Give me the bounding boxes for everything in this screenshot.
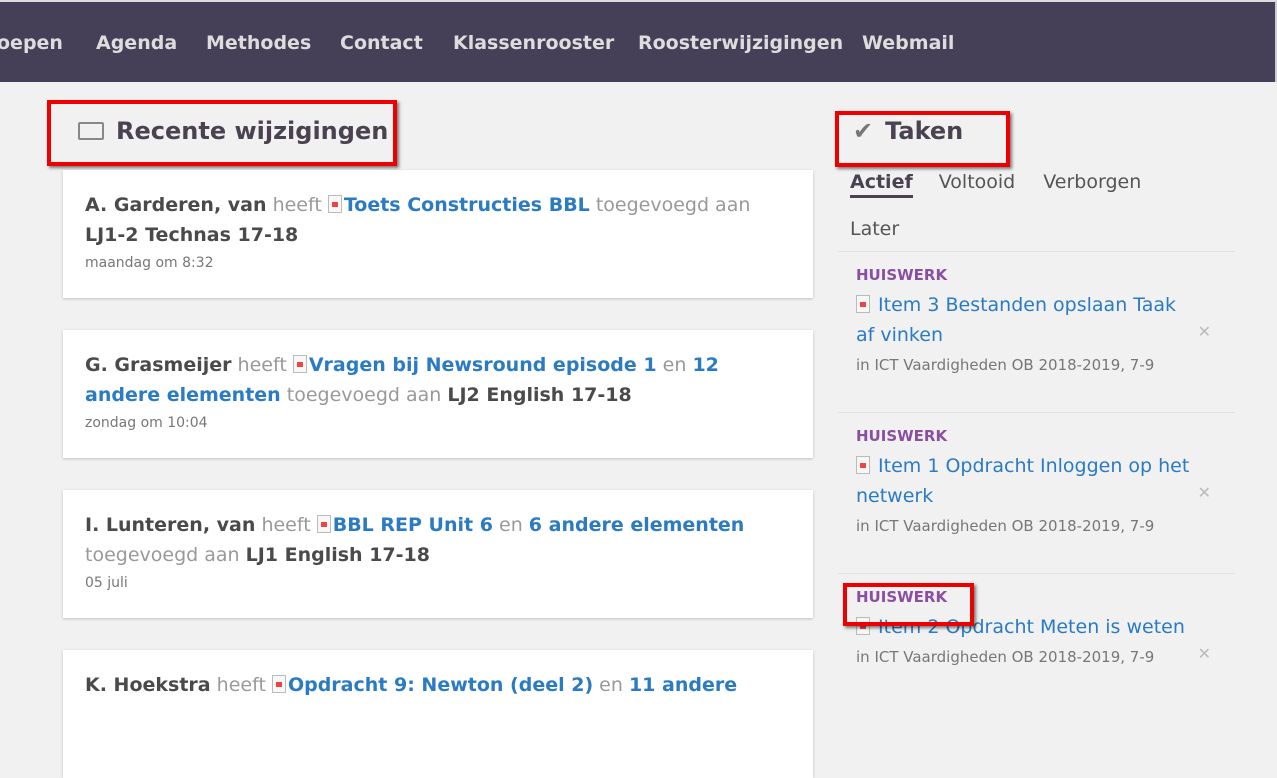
check-icon: ✔ — [853, 117, 874, 145]
rest: toegevoegd aan — [595, 194, 751, 216]
highlight-box — [835, 111, 1010, 167]
change-card: I. Lunteren, van heeft BBL REP Unit 6 en… — [63, 490, 813, 618]
document-icon — [856, 617, 870, 635]
verb: heeft — [237, 354, 287, 376]
task-context: in ICT Vaardigheden OB 2018-2019, 7-9 — [856, 517, 1155, 535]
task-item: HUISWERK Item 3 Bestanden opslaan Taak a… — [838, 251, 1235, 412]
target[interactable]: LJ2 English 17-18 — [447, 384, 632, 406]
tab-later[interactable]: Later — [850, 218, 900, 240]
timestamp: zondag om 10:04 — [85, 415, 208, 431]
tab-voltooid[interactable]: Voltooid — [938, 171, 1016, 193]
item-link[interactable]: Toets Constructies BBL — [343, 194, 590, 216]
change-card: K. Hoekstra heeft Opdracht 9: Newton (de… — [63, 650, 813, 778]
nav-agenda[interactable]: Agenda — [96, 32, 178, 54]
task-kind: HUISWERK — [856, 266, 948, 284]
change-card: A. Garderen, van heeft Toets Constructie… — [63, 170, 813, 298]
timestamp: 05 juli — [85, 575, 128, 591]
author: I. Lunteren, van — [85, 514, 256, 536]
author: K. Hoekstra — [85, 674, 211, 696]
document-icon — [327, 195, 342, 213]
target[interactable]: LJ1 English 17-18 — [245, 544, 430, 566]
item-link[interactable]: BBL REP Unit 6 — [332, 514, 493, 536]
close-icon[interactable]: ✕ — [1197, 644, 1211, 663]
document-icon — [856, 295, 870, 313]
nav-contact[interactable]: Contact — [340, 32, 423, 54]
author: G. Grasmeijer — [85, 354, 232, 376]
task-link[interactable]: Item 2 Opdracht Meten is weten — [878, 616, 1185, 638]
highlight-box — [47, 100, 397, 166]
conjunction: en — [662, 354, 687, 376]
author: A. Garderen, van — [85, 194, 267, 216]
task-link[interactable]: Item 1 Opdracht Inloggen op het netwerk — [856, 455, 1190, 507]
verb: heeft — [261, 514, 311, 536]
item-link[interactable]: Opdracht 9: Newton (deel 2) — [287, 674, 594, 696]
nav-klassenrooster[interactable]: Klassenrooster — [453, 32, 615, 54]
newspaper-icon — [78, 122, 104, 140]
recent-header: Recente wijzigingen — [78, 117, 388, 145]
task-kind: HUISWERK — [856, 427, 948, 445]
task-kind: HUISWERK — [856, 588, 948, 606]
task-context: in ICT Vaardigheden OB 2018-2019, 7-9 — [856, 648, 1155, 666]
close-icon[interactable]: ✕ — [1197, 483, 1211, 502]
more-link[interactable]: 12 andere elementen — [85, 354, 719, 406]
verb: heeft — [216, 674, 266, 696]
document-icon — [271, 675, 286, 693]
task-item: HUISWERK Item 1 Opdracht Inloggen op het… — [838, 412, 1235, 573]
verb: heeft — [272, 194, 322, 216]
item-link[interactable]: Vragen bij Newsround episode 1 — [308, 354, 657, 376]
conjunction: en — [599, 674, 623, 696]
recent-title: Recente wijzigingen — [116, 117, 389, 145]
more-link[interactable]: 6 andere elementen — [528, 514, 745, 536]
rest: toegevoegd aan — [286, 384, 442, 406]
document-icon — [292, 355, 307, 373]
rest: toegevoegd aan — [85, 544, 240, 566]
document-icon — [856, 456, 870, 474]
target[interactable]: LJ1-2 Technas 17-18 — [85, 224, 299, 246]
tasks-header: ✔ Taken — [853, 117, 963, 145]
task-link[interactable]: Item 3 Bestanden opslaan Taak af vinken — [856, 294, 1177, 346]
nav-item[interactable]: oepen — [0, 32, 63, 54]
change-card: G. Grasmeijer heeft Vragen bij Newsround… — [63, 330, 813, 458]
top-nav: oepen Agenda Methodes Contact Klassenroo… — [0, 0, 1277, 82]
tab-actief[interactable]: Actief — [850, 171, 913, 198]
tab-verborgen[interactable]: Verborgen — [1043, 171, 1142, 193]
more-link[interactable]: 11 andere — [628, 674, 738, 696]
nav-roosterwijzigingen[interactable]: Roosterwijzigingen — [638, 32, 844, 54]
close-icon[interactable]: ✕ — [1197, 322, 1211, 341]
nav-methodes[interactable]: Methodes — [206, 32, 312, 54]
timestamp: maandag om 8:32 — [85, 255, 214, 271]
tasks-title: Taken — [885, 117, 964, 145]
task-item: HUISWERK Item 2 Opdracht Meten is weten … — [838, 573, 1235, 734]
nav-webmail[interactable]: Webmail — [862, 32, 955, 54]
highlight-box — [843, 583, 974, 626]
document-icon — [316, 515, 331, 533]
task-context: in ICT Vaardigheden OB 2018-2019, 7-9 — [856, 356, 1155, 374]
conjunction: en — [499, 514, 523, 536]
